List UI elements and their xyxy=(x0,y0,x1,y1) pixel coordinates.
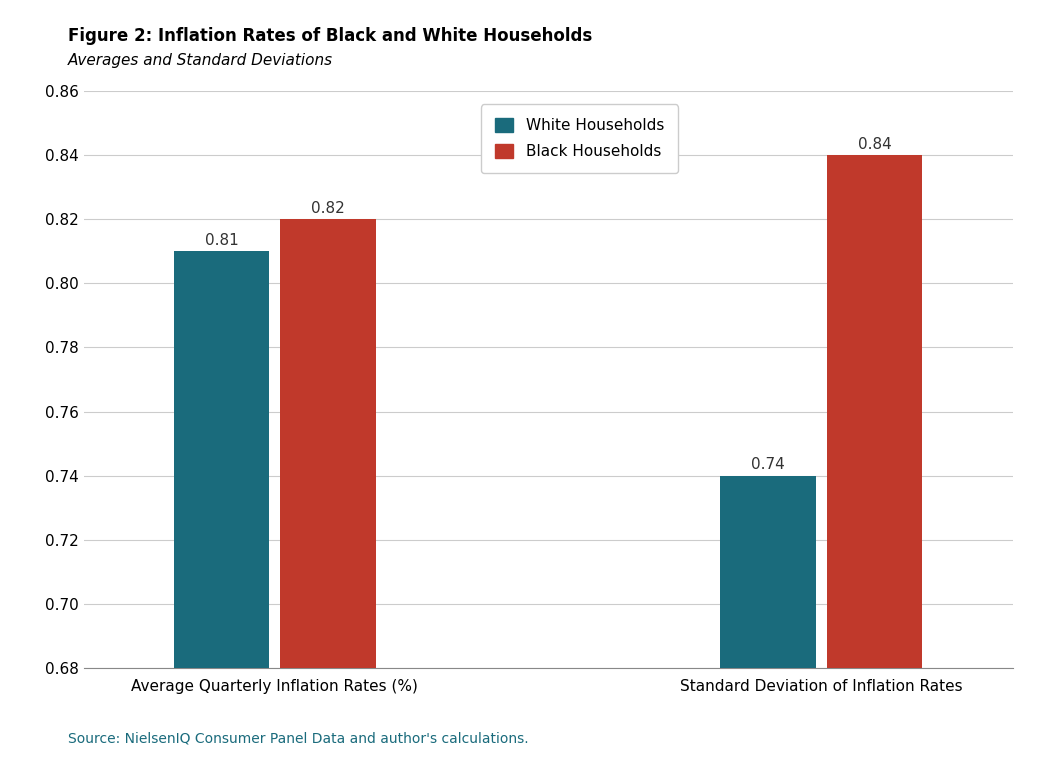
Text: 0.82: 0.82 xyxy=(311,201,345,216)
Text: Figure 2: Inflation Rates of Black and White Households: Figure 2: Inflation Rates of Black and W… xyxy=(68,27,592,45)
Bar xyxy=(173,251,269,759)
Text: 0.81: 0.81 xyxy=(205,233,238,248)
Text: 0.84: 0.84 xyxy=(858,137,892,152)
Text: Source: NielsenIQ Consumer Panel Data and author's calculations.: Source: NielsenIQ Consumer Panel Data an… xyxy=(68,732,528,745)
Text: 0.74: 0.74 xyxy=(752,458,785,472)
Legend: White Households, Black Households: White Households, Black Households xyxy=(481,105,678,173)
Text: Averages and Standard Deviations: Averages and Standard Deviations xyxy=(68,53,333,68)
Bar xyxy=(720,476,816,759)
Bar xyxy=(280,219,376,759)
Bar xyxy=(827,155,923,759)
